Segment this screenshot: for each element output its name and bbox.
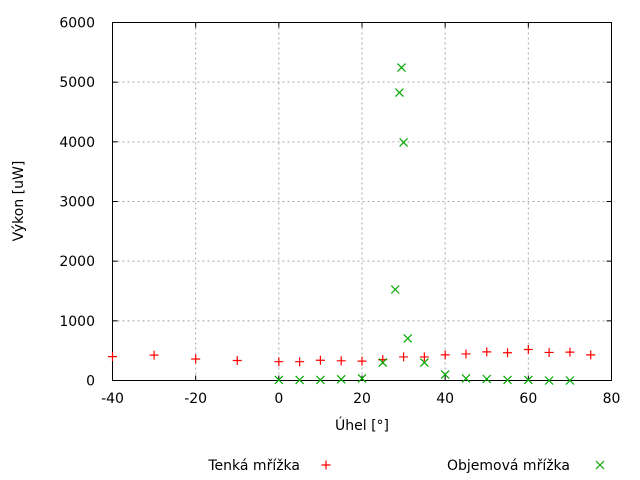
- y-tick-label: 6000: [59, 16, 95, 32]
- x-tick-label: 20: [353, 391, 371, 407]
- data-point-plus: [440, 350, 450, 360]
- data-point-plus: [336, 356, 346, 366]
- data-point-cross: [274, 375, 284, 385]
- grid-layer: [112, 22, 612, 381]
- data-point-plus: [523, 344, 533, 354]
- data-point-cross: [390, 285, 400, 294]
- data-point-plus: [419, 352, 429, 362]
- data-point-plus: [274, 357, 284, 367]
- data-point-cross: [357, 373, 367, 383]
- y-tick-label: 0: [86, 374, 95, 390]
- data-point-plus: [149, 350, 159, 360]
- y-tick-label: 4000: [59, 135, 95, 151]
- data-point-cross: [419, 358, 429, 368]
- legend-cross-marker: [595, 460, 605, 470]
- data-point-cross: [378, 358, 388, 368]
- data-point-cross: [315, 375, 325, 385]
- y-tick-label: 5000: [59, 75, 95, 91]
- data-point-plus: [191, 354, 201, 364]
- data-point-plus: [108, 352, 117, 362]
- legend-label-tenka-mrizka: Tenká mřížka: [207, 458, 300, 474]
- data-point-layer: [108, 63, 596, 385]
- data-point-plus: [295, 357, 305, 367]
- data-point-cross: [482, 374, 492, 384]
- plot-border: [112, 22, 612, 381]
- legend: Tenká mřížka Objemová mřížka: [207, 458, 605, 474]
- data-point-cross: [399, 138, 409, 147]
- y-tick-label: 2000: [59, 254, 95, 270]
- data-point-cross: [397, 63, 406, 72]
- data-point-plus: [315, 355, 325, 365]
- data-point-cross: [295, 375, 305, 385]
- x-tick-label: -40: [101, 391, 124, 407]
- y-axis-title: Výkon [uW]: [11, 161, 27, 242]
- legend-label-objemova-mrizka: Objemová mřížka: [447, 458, 570, 474]
- data-point-plus: [544, 347, 554, 357]
- data-point-plus: [503, 348, 513, 358]
- data-point-cross: [503, 375, 512, 385]
- tick-layer: [112, 22, 612, 381]
- data-point-plus: [357, 356, 367, 366]
- x-tick-label: 40: [436, 391, 454, 407]
- x-tick-label: -20: [184, 391, 207, 407]
- x-axis-title: Úhel [°]: [335, 416, 389, 434]
- data-point-plus: [586, 350, 596, 360]
- y-tick-label: 1000: [59, 314, 95, 330]
- data-point-cross: [403, 334, 413, 343]
- data-point-cross: [544, 376, 554, 385]
- data-point-cross: [461, 373, 471, 383]
- data-point-plus: [232, 356, 242, 366]
- data-point-cross: [565, 376, 575, 385]
- x-tick-label: 80: [603, 391, 621, 407]
- data-point-cross: [523, 375, 533, 385]
- data-point-cross: [440, 370, 450, 379]
- x-tick-label: 60: [519, 391, 537, 407]
- data-point-plus: [482, 347, 492, 357]
- tick-label-layer: -40 -20 0 20 40 60 80 0 1000 2000 3000 4000 5000 6000: [59, 16, 620, 408]
- data-point-plus: [461, 349, 471, 359]
- data-point-plus: [399, 352, 409, 362]
- data-point-cross: [395, 88, 404, 98]
- y-tick-label: 3000: [59, 195, 95, 211]
- data-point-plus: [565, 347, 575, 357]
- legend-plus-marker: [321, 460, 331, 470]
- data-point-cross: [336, 374, 346, 384]
- x-tick-label: 0: [274, 391, 283, 407]
